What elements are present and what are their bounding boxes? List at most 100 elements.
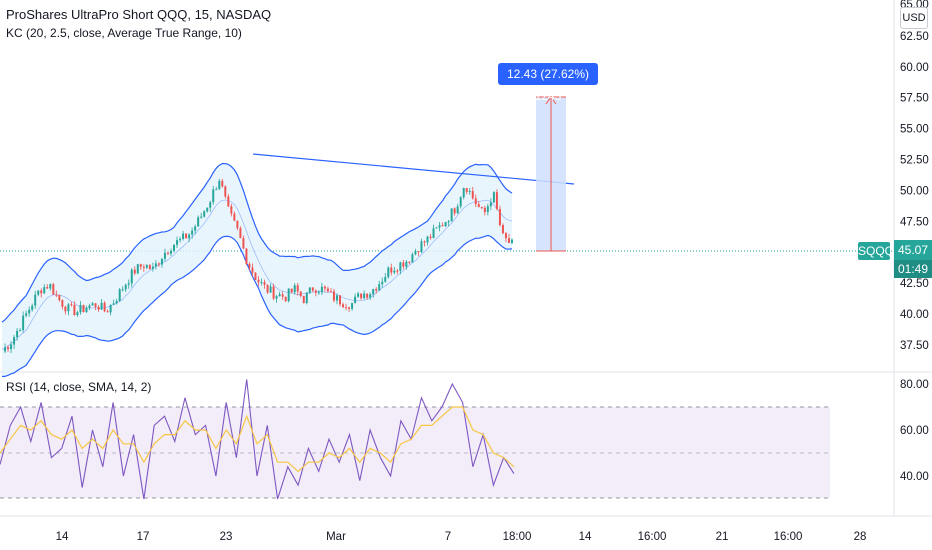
candle-body: [326, 288, 329, 292]
candle-body: [257, 279, 260, 283]
candle-body: [468, 191, 471, 193]
candle-body: [13, 337, 16, 345]
price-tick-label: 42.50: [900, 278, 929, 290]
symbol-badge: SQQQ: [858, 242, 895, 260]
candle-body: [260, 282, 263, 284]
trendline[interactable]: [252, 153, 575, 185]
rsi-line: [0, 379, 515, 500]
price-tick-label-partial: 65.00: [900, 0, 929, 11]
candle-body: [221, 180, 224, 187]
candle-body: [489, 202, 492, 207]
candle-body: [335, 295, 338, 301]
currency-label[interactable]: USD: [900, 7, 928, 29]
measure-arrow-head: [545, 96, 557, 105]
candle-body: [360, 293, 363, 299]
time-tick-label: 21: [716, 531, 729, 543]
candle-body: [435, 227, 438, 229]
bar-countdown: 01:49: [894, 260, 932, 278]
candle-body: [179, 239, 182, 241]
time-tick-label: 16:00: [638, 531, 667, 543]
candle-body: [511, 239, 513, 243]
candle-body: [272, 286, 275, 299]
candle-body: [188, 234, 191, 239]
candle-body: [139, 264, 142, 267]
candle-body: [408, 261, 411, 263]
candle-body: [136, 264, 139, 274]
candle-body: [7, 347, 10, 350]
price-tick-label: 50.00: [900, 185, 929, 197]
kc-lower-band: [1, 234, 513, 378]
candle-body: [302, 295, 305, 303]
candle-body: [169, 250, 172, 254]
candle-body: [94, 303, 97, 307]
candle-body: [480, 207, 483, 209]
candle-body: [375, 288, 378, 291]
candle-body: [345, 307, 348, 309]
candle-body: [444, 221, 447, 227]
candle-body: [296, 285, 299, 292]
candle-body: [31, 305, 34, 310]
candle-body: [456, 206, 459, 214]
candle-body: [320, 286, 323, 293]
candle-body: [495, 192, 498, 210]
candle-body: [145, 265, 148, 268]
price-tick-label: 55.00: [900, 124, 929, 136]
candle-body: [281, 294, 284, 297]
candle-body: [251, 267, 254, 273]
time-tick-label: 14: [579, 531, 592, 543]
candle-body: [88, 305, 91, 308]
candle-body: [357, 293, 360, 297]
candle-body: [61, 300, 64, 307]
candle-body: [471, 191, 474, 199]
time-tick-label: 16:00: [774, 531, 803, 543]
candle-body: [465, 187, 468, 192]
candle-body: [290, 288, 293, 293]
last-price-value: 45.07: [894, 240, 932, 260]
price-axis: 62.5060.0057.5055.0052.5050.0047.5045.00…: [900, 0, 929, 352]
candle-body: [372, 288, 375, 295]
candle-body: [91, 303, 94, 306]
price-tick-label: 62.50: [900, 31, 929, 43]
candle-body: [311, 287, 314, 291]
time-tick-label: 28: [854, 531, 867, 543]
candle-body: [378, 284, 381, 291]
rsi-ma-line: [0, 406, 515, 473]
time-tick-label: 7: [445, 531, 451, 543]
candle-body: [423, 241, 426, 243]
candle-body: [432, 228, 435, 239]
candle-body: [299, 291, 302, 296]
candle-body: [76, 312, 79, 316]
candle-body: [112, 303, 115, 305]
candle-body: [483, 207, 486, 213]
candle-body: [121, 289, 124, 291]
candle-body: [402, 262, 405, 267]
time-tick-label: 17: [137, 531, 150, 543]
time-tick-label: 18:00: [503, 531, 532, 543]
candle-body: [97, 306, 100, 310]
candle-body: [420, 241, 423, 253]
candle-body: [209, 202, 212, 208]
candle-body: [148, 265, 151, 269]
candle-body: [127, 283, 130, 285]
measure-label: 12.43 (27.62%) 1243: [498, 63, 598, 103]
candle-body: [438, 225, 441, 228]
candle-body: [453, 208, 456, 214]
candle-body: [387, 267, 390, 278]
candle-body: [381, 281, 384, 285]
kc-legend: KC (20, 2.5, close, Average True Range, …: [6, 26, 242, 40]
candle-body: [441, 225, 444, 227]
candle-body: [459, 197, 462, 207]
candle-body: [498, 209, 501, 226]
rsi-tick-label: 40.00: [900, 471, 929, 483]
candle-body: [396, 270, 399, 272]
candle-body: [160, 258, 163, 265]
candle-body: [82, 305, 85, 312]
candle-body: [124, 284, 127, 290]
candle-body: [417, 251, 420, 253]
candle-body: [206, 207, 209, 212]
kc-band-fill: [2, 163, 512, 377]
time-tick-label: Mar: [326, 531, 346, 543]
candle-body: [176, 240, 179, 245]
candle-body: [43, 287, 46, 294]
time-tick-label: 14: [56, 531, 69, 543]
